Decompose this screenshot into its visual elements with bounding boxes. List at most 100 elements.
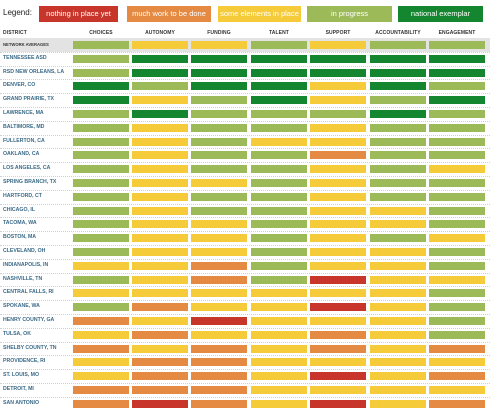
heatmap-cell-accountability <box>370 330 426 339</box>
heatmap-cell-talent <box>251 68 307 77</box>
heatmap-cell-funding <box>191 303 247 312</box>
heatmap-cell-support <box>310 358 366 367</box>
heatmap-cell-autonomy <box>132 303 188 312</box>
row-label: NASHVILLE, TN <box>3 275 43 282</box>
heatmap-cell-engagement <box>429 123 485 132</box>
row-label: PROVIDENCE, RI <box>3 358 46 365</box>
heatmap-cell-autonomy <box>132 123 188 132</box>
row-divider <box>0 383 490 384</box>
heatmap-cell-funding <box>191 123 247 132</box>
heatmap-cell-talent <box>251 386 307 394</box>
heatmap-cell-support <box>310 179 366 187</box>
table-row: SHELBY COUNTY, TN <box>0 342 490 356</box>
heatmap-cell-choices <box>73 234 129 243</box>
heatmap-cell-accountability <box>370 96 426 105</box>
heatmap-cell-funding <box>191 206 247 215</box>
table-row: TENNESSEE ASD <box>0 52 490 66</box>
heatmap-cell-funding <box>191 344 247 353</box>
heatmap-cell-talent <box>251 41 307 49</box>
heatmap-cell-funding <box>191 54 247 63</box>
heatmap-cell-choices <box>73 123 129 132</box>
heatmap-cell-funding <box>191 248 247 256</box>
heatmap-cell-support <box>310 386 366 394</box>
heatmap-cell-talent <box>251 248 307 256</box>
heatmap-cell-autonomy <box>132 54 188 63</box>
row-label: TENNESSEE ASD <box>3 54 47 61</box>
heatmap-cell-autonomy <box>132 372 188 381</box>
heatmap-cell-autonomy <box>132 344 188 353</box>
heatmap-cell-funding <box>191 151 247 160</box>
heatmap-cell-autonomy <box>132 179 188 187</box>
row-divider <box>0 258 490 260</box>
heatmap-cell-accountability <box>370 54 426 63</box>
heatmap-cell-talent <box>251 54 307 63</box>
heatmap-cell-support <box>310 399 366 408</box>
heatmap-cell-choices <box>73 358 129 367</box>
column-header-funding: FUNDING <box>207 30 231 36</box>
legend-item-nothing-in-place-yet: nothing in place yet <box>39 6 118 22</box>
heatmap-cell-choices <box>73 137 129 146</box>
row-divider <box>0 107 490 108</box>
row-divider <box>0 286 490 288</box>
heatmap-cell-accountability <box>370 151 426 160</box>
heatmap-cell-talent <box>251 317 307 325</box>
heatmap-cell-talent <box>251 96 307 105</box>
heatmap-cell-engagement <box>429 330 485 339</box>
table-row: SAN ANTONIO <box>0 397 490 411</box>
heatmap-cell-choices <box>73 344 129 353</box>
row-label: BALTIMORE, MD <box>3 123 45 130</box>
heatmap-cell-accountability <box>370 68 426 77</box>
heatmap-cell-funding <box>191 192 247 201</box>
heatmap-cell-choices <box>73 399 129 408</box>
heatmap-cell-talent <box>251 399 307 408</box>
row-divider <box>0 369 490 371</box>
heatmap-cell-engagement <box>429 41 485 49</box>
heatmap-cell-accountability <box>370 234 426 243</box>
heatmap-cell-autonomy <box>132 358 188 367</box>
heatmap-cell-support <box>310 110 366 118</box>
heatmap-cell-engagement <box>429 192 485 201</box>
heatmap-cell-talent <box>251 372 307 381</box>
heatmap-cell-choices <box>73 330 129 339</box>
heatmap-cell-autonomy <box>132 82 188 91</box>
heatmap-cell-talent <box>251 110 307 118</box>
heatmap-cell-accountability <box>370 372 426 381</box>
heatmap-cell-autonomy <box>132 317 188 325</box>
row-label: ST. LOUIS, MO <box>3 372 40 379</box>
row-label: BOSTON, MA <box>3 234 37 241</box>
heatmap-cell-engagement <box>429 165 485 174</box>
heatmap-cell-funding <box>191 137 247 146</box>
heatmap-cell-funding <box>191 261 247 270</box>
heatmap-cell-choices <box>73 179 129 187</box>
heatmap-cell-talent <box>251 220 307 229</box>
row-divider <box>0 355 490 357</box>
row-label: CENTRAL FALLS, RI <box>3 289 54 296</box>
heatmap-cell-accountability <box>370 303 426 312</box>
heatmap-cell-engagement <box>429 151 485 160</box>
heatmap-cell-talent <box>251 289 307 298</box>
row-divider <box>0 327 490 329</box>
heatmap-cell-engagement <box>429 248 485 256</box>
heatmap-cell-funding <box>191 289 247 298</box>
heatmap-cell-choices <box>73 289 129 298</box>
heatmap-cell-engagement <box>429 137 485 146</box>
heatmap-cell-accountability <box>370 317 426 325</box>
heatmap-cell-support <box>310 303 366 312</box>
heatmap-cell-choices <box>73 275 129 284</box>
heatmap-cell-support <box>310 248 366 256</box>
heatmap-cell-support <box>310 82 366 91</box>
row-divider <box>0 176 490 177</box>
heatmap-cell-accountability <box>370 206 426 215</box>
heatmap-cell-talent <box>251 358 307 367</box>
table-row: ST. LOUIS, MO <box>0 369 490 383</box>
heatmap-cell-support <box>310 234 366 243</box>
row-label: SPOKANE, WA <box>3 303 40 310</box>
heatmap-cell-engagement <box>429 261 485 270</box>
heatmap-cell-accountability <box>370 399 426 408</box>
heatmap-cell-support <box>310 372 366 381</box>
row-label: SPRING BRANCH, TX <box>3 179 57 185</box>
heatmap-cell-choices <box>73 165 129 174</box>
heatmap-cell-support <box>310 192 366 201</box>
heatmap-cell-funding <box>191 220 247 229</box>
heatmap-cell-autonomy <box>132 275 188 284</box>
